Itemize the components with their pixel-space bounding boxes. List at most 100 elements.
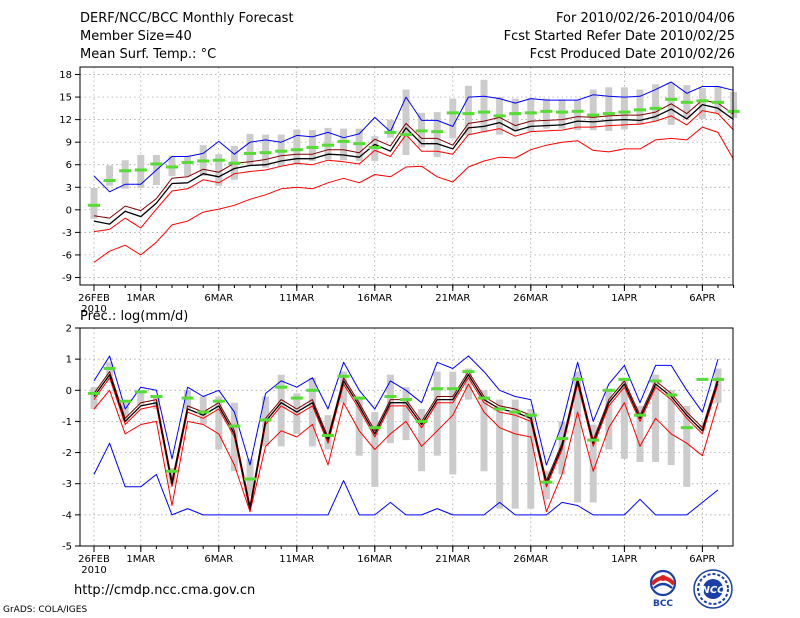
median-marker [556, 110, 568, 114]
median-marker [462, 112, 475, 116]
median-marker [587, 438, 600, 442]
range-bar [667, 390, 675, 466]
median-marker [712, 377, 724, 381]
range-bar [386, 374, 394, 444]
ncc-logo: NCC [693, 569, 733, 609]
range-bar [620, 87, 628, 130]
median-marker [415, 419, 428, 423]
x-tick-label: 1APR [611, 554, 637, 565]
spread-upper-line [93, 99, 734, 219]
median-marker [665, 97, 678, 101]
median-marker [634, 413, 646, 417]
median-marker [306, 388, 319, 392]
temperature-variable-label: Mean Surf. Temp.: °C [80, 47, 217, 62]
range-bar [137, 154, 145, 189]
range-bar [730, 91, 738, 119]
y-tick-label: -4 [62, 510, 72, 521]
median-marker [119, 399, 132, 403]
range-bar [605, 390, 613, 450]
median-marker [680, 426, 693, 430]
range-bar [121, 160, 129, 189]
median-marker [181, 396, 194, 400]
range-bar [620, 377, 628, 459]
median-marker [446, 111, 459, 115]
median-marker [587, 113, 600, 117]
range-bar [698, 88, 706, 119]
range-bar [199, 396, 207, 425]
range-bar [293, 129, 301, 165]
median-marker [478, 110, 490, 114]
median-marker [228, 161, 241, 165]
range-bar [527, 408, 535, 509]
x-tick-label: 26FEB [78, 554, 110, 565]
x-tick-label: 16MAR [357, 293, 392, 304]
median-marker [290, 396, 303, 400]
median-marker [275, 385, 288, 389]
forecast-produced-label: Fcst Produced Date 2010/02/26 [529, 47, 735, 62]
range-bar [308, 130, 316, 161]
median-marker [478, 396, 490, 400]
range-bar [324, 415, 332, 450]
upper-bound-line [93, 81, 734, 193]
median-marker [571, 109, 584, 113]
x-tick-label: 6APR [689, 554, 715, 565]
y-tick-label: 0 [66, 386, 72, 397]
range-bar [90, 387, 98, 409]
median-marker [166, 469, 178, 473]
range-bar [418, 408, 426, 472]
median-marker [462, 370, 475, 374]
median-marker [727, 109, 740, 113]
upper-bound-line [93, 355, 719, 466]
median-marker [134, 390, 147, 394]
y-tick-label: -5 [62, 542, 72, 553]
range-bar [293, 393, 301, 434]
median-marker [493, 407, 506, 411]
median-marker [509, 112, 522, 116]
median-marker [337, 139, 350, 143]
median-marker [680, 100, 693, 104]
ncc-logo-text: NCC [701, 585, 725, 596]
median-marker [88, 391, 100, 395]
range-bar [262, 134, 270, 168]
range-bar [324, 127, 332, 160]
range-bar [496, 399, 504, 509]
median-marker [337, 374, 350, 378]
median-marker [212, 158, 225, 162]
median-marker [368, 145, 381, 149]
minimum-line [93, 442, 719, 516]
lower-bound-line [93, 126, 735, 263]
median-marker [134, 168, 147, 172]
range-bar [464, 85, 472, 136]
range-bar [277, 374, 285, 447]
bcc-logo: BCC [649, 569, 677, 608]
median-marker [290, 148, 303, 152]
bcc-logo-text: BCC [653, 599, 673, 608]
range-bar [605, 87, 613, 131]
x-tick-label: 21MAR [435, 554, 470, 565]
x-tick-label: 1APR [611, 293, 637, 304]
median-marker [197, 159, 210, 163]
median-marker [197, 410, 210, 414]
x-year-label: 2010 [81, 565, 106, 576]
median-marker [322, 143, 334, 147]
y-tick-label: 6 [66, 160, 72, 171]
x-tick-label: 16MAR [357, 554, 392, 565]
range-bar [636, 89, 644, 125]
median-marker [446, 387, 459, 391]
y-tick-label: 15 [59, 93, 72, 104]
range-bar [574, 100, 582, 131]
range-bar [433, 371, 441, 456]
median-marker [306, 145, 319, 149]
x-tick-label: 26FEB [78, 293, 110, 304]
range-bar [246, 133, 254, 167]
forecast-started-label: Fcst Started Refer Date 2010/02/25 [503, 29, 735, 44]
median-marker [150, 162, 163, 166]
median-marker [649, 379, 662, 383]
median-marker [618, 377, 631, 381]
y-tick-label: -2 [62, 448, 72, 459]
median-marker [119, 169, 132, 173]
range-bar [589, 89, 597, 131]
x-tick-label: 11MAR [279, 293, 314, 304]
median-marker [602, 112, 615, 116]
range-bar [340, 128, 348, 161]
